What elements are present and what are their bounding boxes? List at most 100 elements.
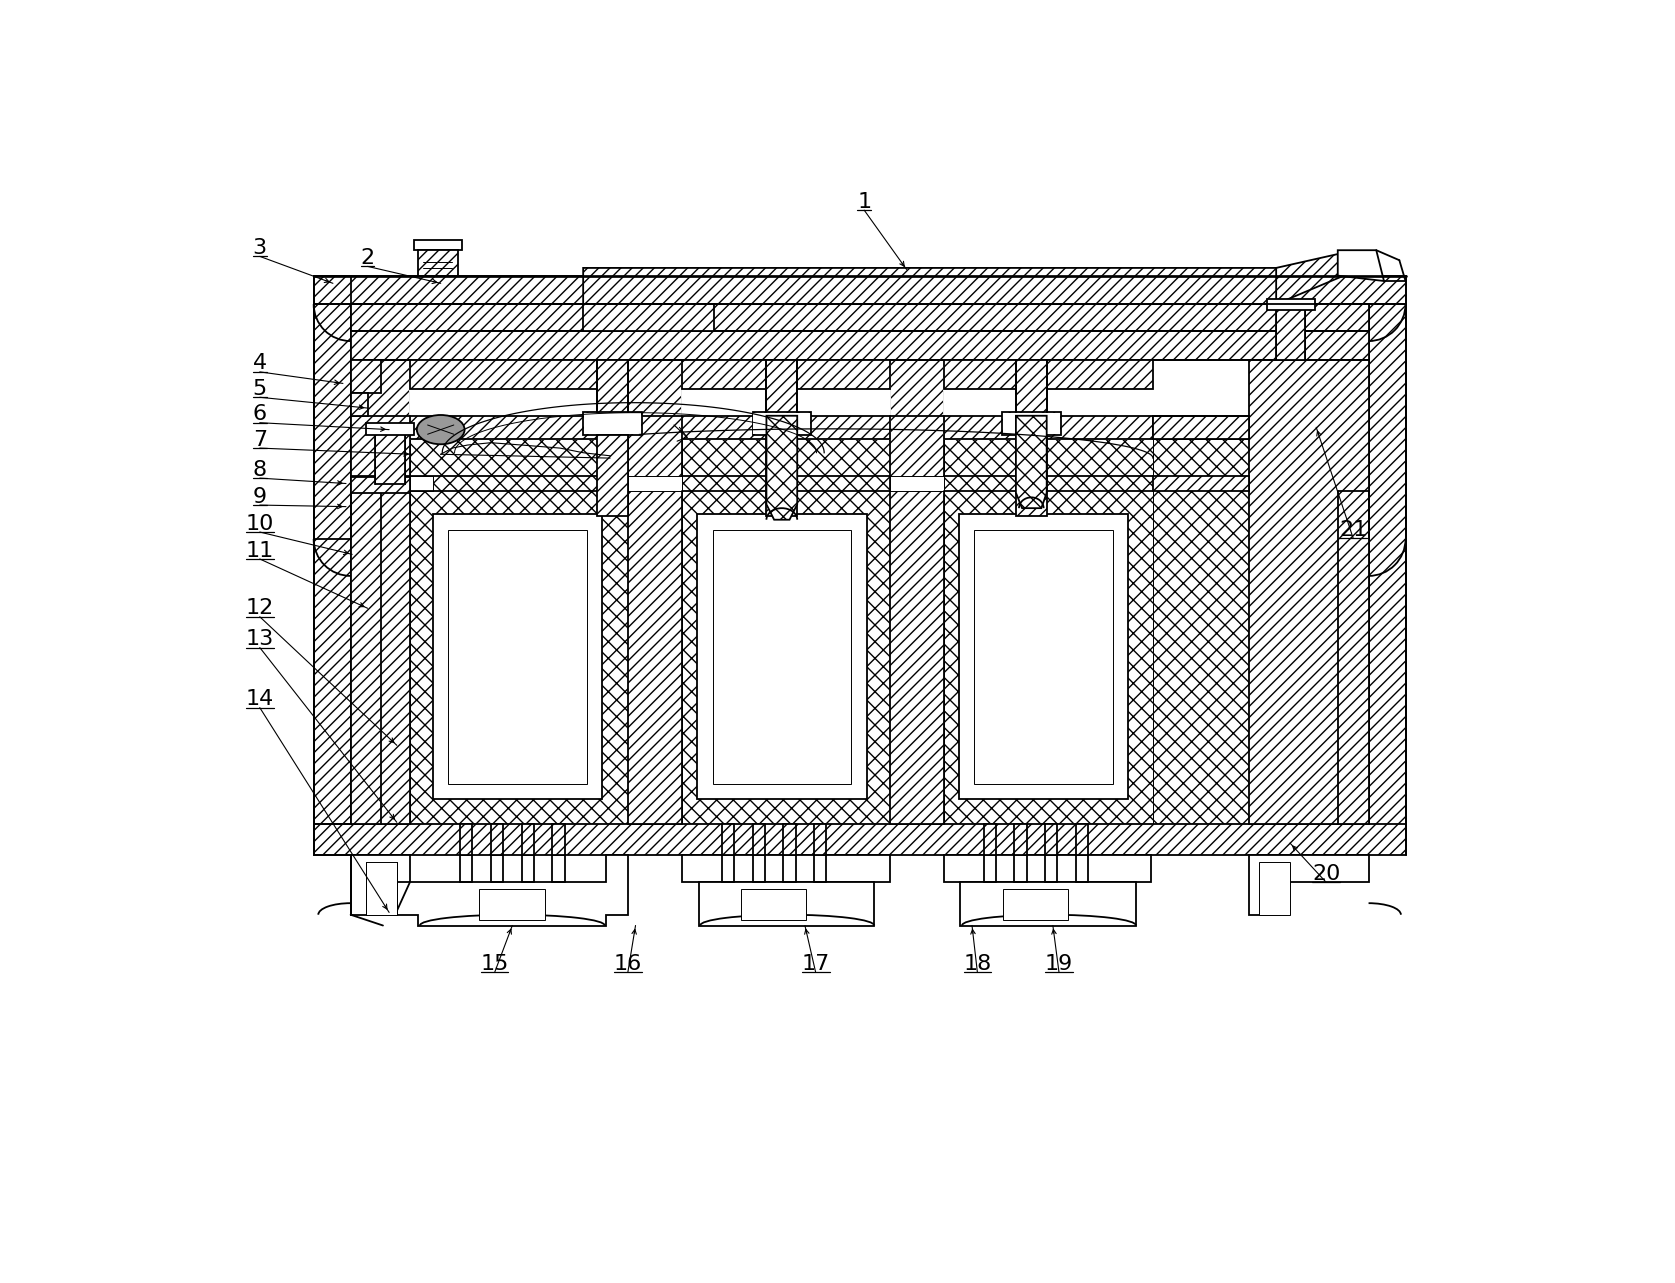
Polygon shape [350, 854, 410, 915]
Polygon shape [583, 412, 642, 435]
Polygon shape [943, 854, 1151, 881]
Polygon shape [410, 416, 628, 439]
Bar [585, 413, 642, 434]
Polygon shape [417, 250, 457, 276]
Polygon shape [434, 514, 603, 799]
Polygon shape [752, 412, 811, 435]
Text: 17: 17 [802, 955, 829, 974]
Polygon shape [958, 514, 1129, 799]
Polygon shape [1266, 299, 1315, 309]
Bar [943, 361, 1152, 439]
Polygon shape [596, 361, 628, 416]
Text: 20: 20 [1312, 863, 1340, 884]
Polygon shape [553, 824, 564, 854]
Text: 12: 12 [246, 598, 275, 618]
Polygon shape [1250, 361, 1368, 824]
Polygon shape [395, 854, 628, 925]
Polygon shape [1017, 361, 1047, 416]
Polygon shape [461, 824, 472, 854]
Polygon shape [943, 361, 1152, 389]
Text: 5: 5 [253, 378, 266, 399]
Polygon shape [375, 430, 405, 484]
Polygon shape [1368, 304, 1405, 851]
Polygon shape [367, 423, 414, 435]
Polygon shape [350, 304, 1368, 331]
Bar [1003, 413, 1060, 434]
Bar [682, 361, 889, 439]
Polygon shape [767, 361, 797, 416]
Bar [479, 889, 544, 920]
Polygon shape [682, 416, 889, 439]
Text: 18: 18 [963, 955, 992, 974]
Polygon shape [889, 476, 943, 491]
Polygon shape [414, 240, 462, 250]
Polygon shape [1017, 416, 1047, 508]
Bar [367, 862, 397, 915]
Text: 9: 9 [253, 486, 266, 507]
Bar [1260, 862, 1290, 915]
Polygon shape [350, 361, 382, 393]
Text: 10: 10 [246, 513, 275, 534]
Text: 2: 2 [360, 248, 375, 268]
Bar [449, 530, 586, 784]
Polygon shape [682, 361, 889, 389]
Polygon shape [350, 331, 1368, 361]
Bar [1003, 889, 1069, 920]
Polygon shape [583, 304, 714, 331]
Text: 16: 16 [613, 955, 642, 974]
Polygon shape [943, 439, 1152, 824]
Polygon shape [1015, 824, 1027, 854]
Polygon shape [960, 881, 1136, 925]
Text: 6: 6 [253, 404, 266, 425]
Text: 21: 21 [1338, 520, 1367, 540]
Text: 11: 11 [246, 540, 275, 561]
Polygon shape [313, 824, 1405, 854]
Polygon shape [722, 824, 734, 854]
Polygon shape [1017, 435, 1047, 516]
Polygon shape [682, 854, 889, 881]
Text: 8: 8 [253, 459, 266, 480]
Bar [754, 413, 811, 434]
Polygon shape [1276, 304, 1305, 361]
Ellipse shape [417, 414, 464, 444]
Polygon shape [767, 416, 797, 520]
Polygon shape [983, 824, 997, 854]
Polygon shape [1002, 412, 1060, 435]
Polygon shape [410, 439, 628, 824]
Text: 19: 19 [1045, 955, 1074, 974]
Polygon shape [1250, 854, 1368, 915]
Polygon shape [628, 361, 682, 824]
Polygon shape [313, 276, 350, 304]
Polygon shape [596, 435, 628, 516]
Polygon shape [943, 416, 1152, 439]
Polygon shape [521, 824, 534, 854]
Text: 3: 3 [253, 237, 266, 258]
Polygon shape [784, 824, 796, 854]
Polygon shape [752, 824, 765, 854]
Bar [410, 361, 628, 439]
Polygon shape [697, 514, 866, 799]
Polygon shape [410, 361, 628, 389]
Polygon shape [424, 246, 452, 276]
Polygon shape [767, 435, 797, 516]
Polygon shape [1045, 824, 1057, 854]
Polygon shape [583, 268, 1283, 304]
Text: 4: 4 [253, 353, 266, 373]
Bar [975, 530, 1112, 784]
Polygon shape [1152, 476, 1250, 491]
Text: 7: 7 [253, 430, 266, 449]
Text: 13: 13 [246, 629, 275, 649]
Polygon shape [1152, 416, 1250, 439]
Polygon shape [682, 439, 889, 824]
Polygon shape [814, 824, 826, 854]
Polygon shape [350, 361, 410, 824]
Polygon shape [1075, 824, 1089, 854]
Text: 14: 14 [246, 689, 275, 709]
Text: 15: 15 [481, 955, 509, 974]
Polygon shape [491, 824, 502, 854]
Polygon shape [350, 393, 367, 416]
Polygon shape [889, 361, 943, 824]
Polygon shape [1152, 439, 1250, 824]
Polygon shape [628, 476, 682, 491]
Polygon shape [1276, 254, 1343, 304]
